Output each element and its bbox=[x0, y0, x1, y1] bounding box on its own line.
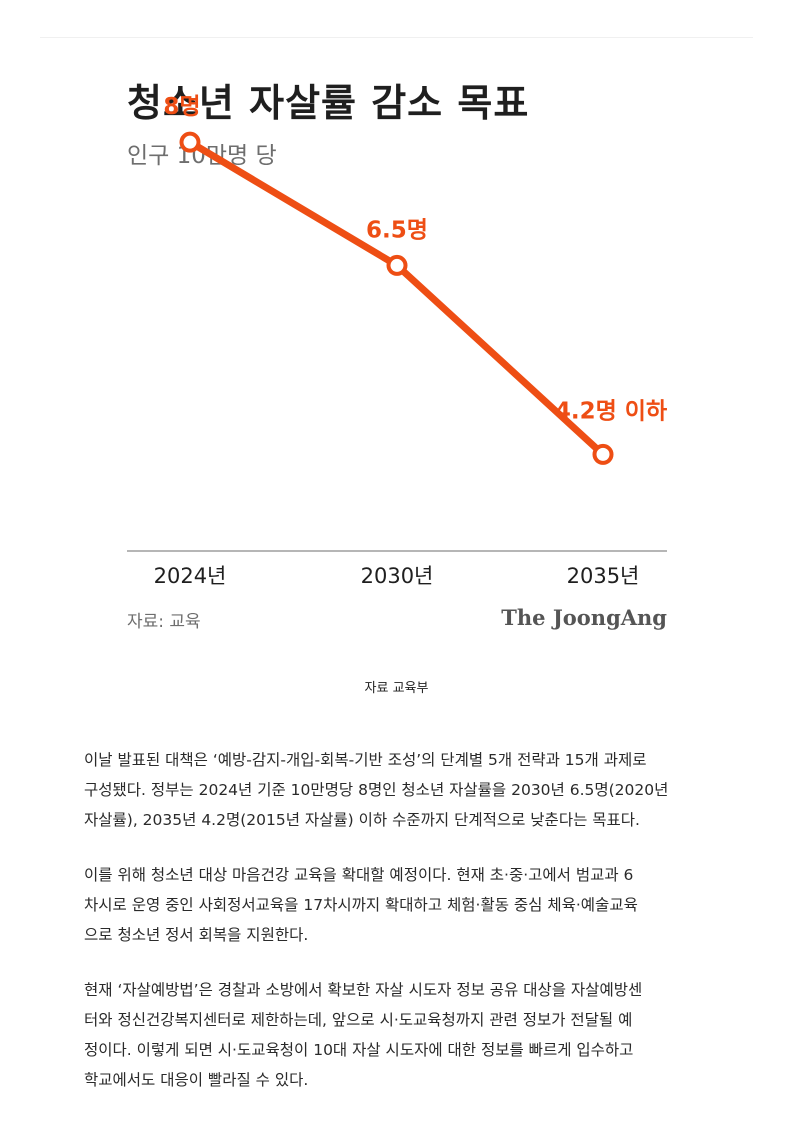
data-label: 4.2명 이하 bbox=[555, 398, 667, 424]
brand-logo: The JoongAng bbox=[501, 605, 667, 630]
article-paragraph: 이날 발표된 대책은 ‘예방-감지-개입-회복-기반 조성’의 단계별 5개 전… bbox=[84, 745, 724, 835]
x-tick-label: 2030년 bbox=[361, 564, 434, 588]
top-divider bbox=[40, 37, 753, 38]
article-line: 현재 ‘자살예방법’은 경찰과 소방에서 확보한 자살 시도자 정보 공유 대상… bbox=[84, 981, 643, 999]
data-point bbox=[179, 131, 201, 153]
data-point bbox=[592, 443, 614, 465]
x-tick-label: 2024년 bbox=[154, 564, 227, 588]
article-line: 이를 위해 청소년 대상 마음건강 교육을 확대할 예정이다. 현재 초·중·고… bbox=[84, 866, 634, 884]
series-line bbox=[186, 138, 607, 458]
article-line: 차시로 운영 중인 사회정서교육을 17차시까지 확대하고 체험·활동 중심 체… bbox=[84, 896, 638, 914]
article-paragraph: 현재 ‘자살예방법’은 경찰과 소방에서 확보한 자살 시도자 정보 공유 대상… bbox=[84, 975, 724, 1095]
article-line: 학교에서도 대응이 빨라질 수 있다. bbox=[84, 1071, 309, 1089]
article-body: 이날 발표된 대책은 ‘예방-감지-개입-회복-기반 조성’의 단계별 5개 전… bbox=[84, 745, 724, 1120]
article-line: 자살률), 2035년 4.2명(2015년 자살률) 이하 수준까지 단계적으… bbox=[84, 811, 640, 829]
x-tick-label: 2035년 bbox=[567, 564, 640, 588]
article-line: 으로 청소년 정서 회복을 지원한다. bbox=[84, 926, 309, 944]
data-label: 6.5명 bbox=[366, 217, 428, 243]
article-line: 구성됐다. 정부는 2024년 기준 10만명당 8명인 청소년 자살률을 20… bbox=[84, 781, 669, 799]
article-line: 이날 발표된 대책은 ‘예방-감지-개입-회복-기반 조성’의 단계별 5개 전… bbox=[84, 751, 647, 769]
article-paragraph: 이를 위해 청소년 대상 마음건강 교육을 확대할 예정이다. 현재 초·중·고… bbox=[84, 860, 724, 950]
article-line: 정이다. 이렇게 되면 시·도교육청이 10대 자살 시도자에 대한 정보를 빠… bbox=[84, 1041, 634, 1059]
chart-title: 청소년 자살률 감소 목표 bbox=[127, 81, 530, 125]
data-label: 8명 bbox=[163, 94, 200, 120]
article-line: 터와 정신건강복지센터로 제한하는데, 앞으로 시·도교육청까지 관련 정보가 … bbox=[84, 1011, 633, 1029]
chart-source: 자료: 교육 bbox=[127, 612, 201, 632]
data-point bbox=[386, 254, 408, 276]
figure-caption: 자료 교육부 bbox=[364, 681, 429, 696]
line-chart: 2024년 2030년 2035년 8명 6.5명 4.2명 이하 bbox=[127, 94, 667, 588]
